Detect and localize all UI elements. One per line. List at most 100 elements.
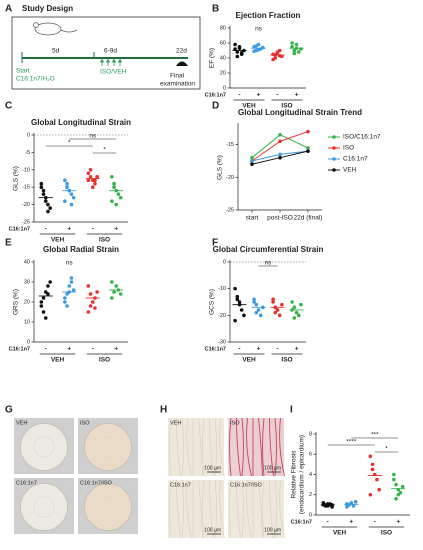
tissue-fiber — [202, 417, 205, 477]
data-point — [299, 302, 303, 307]
y-tick-label: 0 — [27, 339, 30, 345]
significance-label: ns — [265, 260, 273, 267]
data-point — [394, 497, 398, 501]
series-marker — [250, 155, 254, 160]
heart-section — [20, 423, 68, 471]
data-point — [93, 178, 97, 183]
chart-title: Global Longitudinal Strain Trend — [238, 108, 362, 117]
data-point — [43, 199, 48, 203]
data-point — [294, 42, 299, 47]
legend-label: C16:1n7 — [343, 156, 368, 163]
data-point — [277, 53, 282, 58]
y-axis-label: GRS (%) — [13, 289, 20, 315]
y-tick-label: 20 — [24, 299, 30, 305]
level-label: + — [67, 346, 71, 353]
data-point — [63, 296, 67, 300]
y-tick-label: 0 — [223, 85, 226, 91]
level-label: + — [67, 226, 71, 233]
heart-lumen — [97, 436, 119, 458]
image-label: VEH — [16, 420, 27, 426]
data-point — [118, 292, 123, 296]
data-point — [271, 297, 275, 302]
data-point — [233, 286, 237, 291]
data-point — [69, 280, 74, 284]
y-tick-label: 80 — [220, 25, 226, 31]
x-tick-label: start — [246, 215, 259, 222]
level-label: + — [257, 92, 261, 99]
y-tick-label: 30 — [24, 279, 30, 285]
level-label: - — [327, 519, 329, 526]
data-point — [233, 42, 237, 47]
data-point — [275, 50, 280, 55]
panel-label: A — [5, 4, 12, 15]
data-point — [90, 185, 95, 189]
level-label: - — [45, 346, 47, 353]
x-tick-label: post-ISO — [267, 215, 293, 222]
data-point — [239, 308, 244, 312]
data-point — [273, 310, 278, 315]
data-point — [93, 181, 97, 186]
injection-label: ISO/VEH — [100, 69, 127, 76]
x-tick-label: 22d (final) — [294, 215, 323, 222]
data-point — [86, 284, 91, 288]
series-marker — [306, 149, 310, 153]
data-point — [242, 313, 246, 318]
tissue-fiber — [214, 479, 217, 539]
data-point — [110, 174, 114, 179]
data-point — [292, 316, 297, 320]
panel-label: E — [5, 238, 12, 249]
data-point — [237, 46, 242, 51]
data-point — [41, 296, 46, 300]
level-label: + — [349, 519, 353, 526]
legend-label: ISO — [343, 145, 354, 152]
group-label: VEH — [51, 357, 65, 364]
panel-label: F — [212, 238, 218, 249]
data-point — [252, 300, 256, 304]
step-label: 22d — [176, 48, 187, 55]
data-point — [86, 178, 91, 183]
tissue-fiber — [279, 479, 285, 539]
y-tick-label: -20 — [22, 202, 30, 208]
heart-section — [84, 423, 132, 471]
data-point — [116, 192, 121, 196]
data-point — [271, 300, 275, 304]
legend-marker — [332, 168, 336, 172]
y-tick-label: 60 — [220, 40, 226, 46]
data-point — [95, 174, 99, 179]
group-label: ISO — [99, 237, 110, 244]
data-point — [233, 47, 237, 51]
data-point — [368, 454, 373, 459]
factor-label: C16:1n7 — [9, 346, 30, 352]
data-point — [277, 48, 282, 53]
group-label: ISO — [281, 103, 292, 110]
data-point — [254, 44, 259, 48]
data-point — [41, 310, 46, 314]
tissue-fiber — [229, 417, 232, 477]
data-point — [112, 181, 116, 186]
data-point — [377, 487, 381, 492]
data-point — [48, 206, 52, 210]
y-tick-label: -10 — [218, 286, 226, 292]
factor-label: C16:1n7 — [291, 519, 312, 525]
image-label: C16:1n7/ISO — [230, 482, 263, 488]
level-label: + — [257, 346, 261, 353]
data-point — [118, 195, 123, 200]
data-point — [290, 41, 294, 45]
y-tick-label: -20 — [218, 313, 226, 319]
factor-label: C16:1n7 — [205, 346, 226, 352]
level-label: + — [295, 92, 299, 99]
panel-label: D — [212, 101, 219, 112]
data-point — [235, 54, 240, 59]
treatment-label: C16:1n7/H₂O — [16, 76, 55, 83]
significance-label: **** — [346, 439, 357, 446]
final-label: examination — [160, 81, 195, 88]
data-point — [114, 284, 119, 288]
legend-marker — [332, 157, 336, 161]
data-point — [370, 467, 375, 472]
data-point — [110, 280, 114, 284]
tissue-fiber — [274, 417, 277, 477]
tissue-fiber — [236, 417, 241, 477]
data-point — [254, 302, 259, 307]
tissue-fiber — [219, 479, 225, 539]
